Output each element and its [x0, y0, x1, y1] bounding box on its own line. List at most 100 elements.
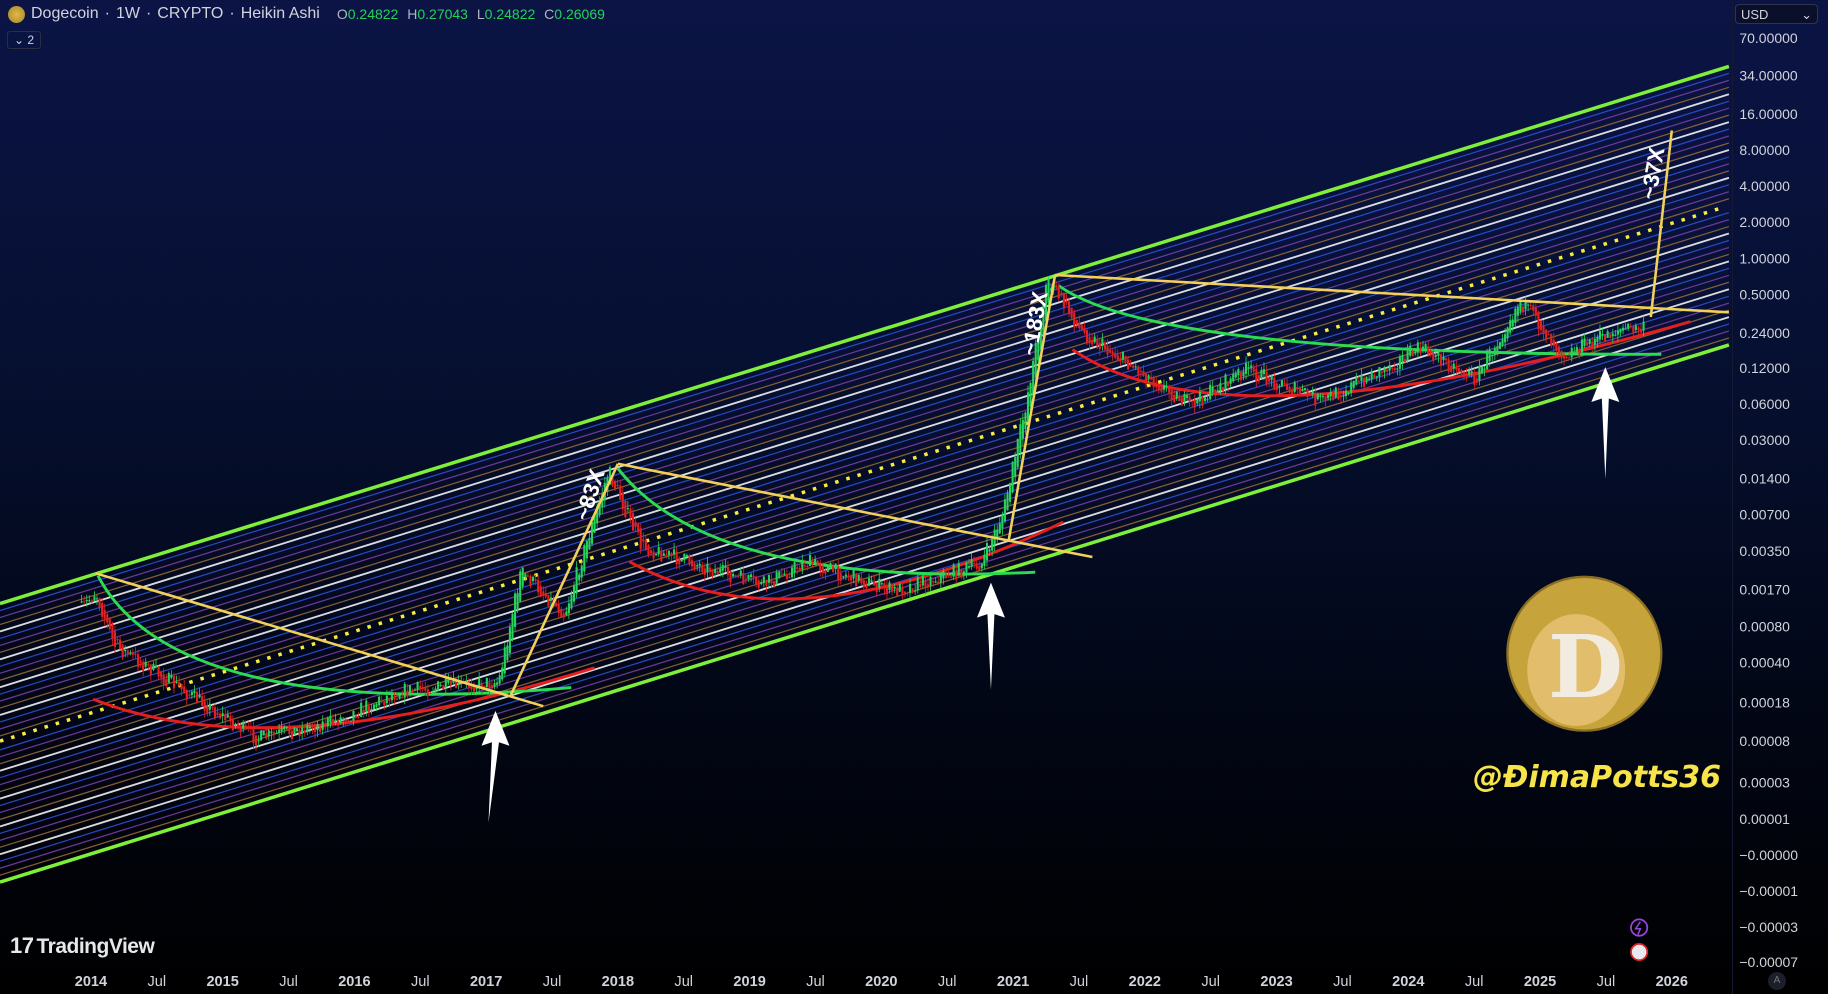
interval[interactable]: 1W: [115, 5, 140, 22]
candle-body: [1224, 374, 1227, 390]
candle-body: [175, 681, 178, 683]
candle-body: [101, 602, 104, 617]
candle-body: [1457, 367, 1460, 372]
candle-body: [162, 674, 165, 684]
channel-band-line: [0, 232, 1730, 772]
candle-body: [762, 576, 765, 584]
candle-body: [1244, 362, 1248, 374]
price-tick-label: −0.00000: [1739, 847, 1798, 863]
candle-body: [611, 475, 614, 486]
candle-body: [711, 569, 714, 576]
symbol-name[interactable]: Dogecoin: [31, 5, 99, 22]
candle-body: [896, 587, 899, 596]
time-axis[interactable]: 2014 Jul 2015 Jul 2016 Jul 2017 Jul 2018 Jul 2019 J…: [75, 974, 1688, 990]
candle-body: [942, 570, 945, 579]
candle-body: [231, 718, 234, 731]
candle-body: [544, 593, 547, 597]
candle-body: [1232, 374, 1235, 382]
candle-body: [749, 574, 753, 578]
candle-body: [1247, 367, 1250, 369]
price-tick-label: 0.06000: [1739, 396, 1790, 412]
candle-body: [916, 577, 919, 591]
candle-body: [472, 686, 476, 692]
candle-body: [583, 545, 586, 572]
candle-body: [642, 538, 645, 542]
candle-body: [326, 718, 329, 727]
candle-body: [867, 578, 871, 586]
candle-body: [1037, 338, 1040, 361]
price-axis[interactable]: 70.00000 34.00000 16.00000 8.00000 4.00000 2.…: [1739, 30, 1798, 970]
time-tick-label: 2021: [997, 974, 1029, 990]
candle-body: [860, 577, 863, 584]
price-tick-label: 0.00018: [1739, 694, 1790, 710]
candle-body: [816, 560, 819, 567]
candle-body: [1493, 348, 1496, 356]
candle-body: [673, 549, 676, 555]
candle-body: [106, 614, 109, 623]
candle-body: [1103, 342, 1107, 350]
candle-body: [849, 576, 853, 581]
candle-body: [478, 678, 481, 689]
candle-body: [352, 710, 355, 721]
candle-body: [283, 726, 286, 730]
price-tick-label: 16.00000: [1739, 106, 1798, 122]
candle-body: [1337, 392, 1340, 400]
candle-body: [1137, 366, 1140, 376]
candle-body: [1234, 373, 1237, 378]
candle-body: [547, 595, 550, 607]
candle-body: [1327, 394, 1330, 399]
candle-body: [1014, 456, 1017, 478]
candle-body: [1132, 365, 1135, 368]
candle-body: [208, 703, 211, 710]
arrow-up-icon: [1591, 367, 1620, 479]
candle-body: [1085, 330, 1089, 344]
candle-body: [170, 674, 173, 678]
price-tick-label: 0.00080: [1739, 619, 1790, 635]
candle-body: [765, 579, 768, 586]
candle-body: [242, 721, 245, 729]
candle-body: [1588, 339, 1591, 344]
candle-body: [1206, 399, 1209, 401]
candle-body: [1360, 374, 1363, 382]
candle-body: [690, 560, 694, 567]
candle-body: [506, 645, 509, 661]
candle-body: [929, 576, 932, 586]
candle-body: [706, 563, 709, 572]
candle-body: [1119, 357, 1122, 362]
currency-select[interactable]: USD ⌄: [1735, 4, 1818, 24]
candle-body: [1034, 342, 1037, 378]
candle-body: [142, 661, 145, 672]
candle-body: [1465, 373, 1468, 377]
candle-body: [206, 705, 209, 714]
candle-body: [1386, 369, 1389, 372]
candle-body: [716, 571, 719, 575]
open-value: 0.24822: [347, 6, 399, 22]
candle-body: [1578, 349, 1581, 355]
channel-band-line: [0, 198, 1730, 737]
candle-body: [1480, 367, 1484, 374]
candle-body: [160, 671, 163, 678]
candle-body: [1627, 323, 1630, 329]
candle-body: [788, 576, 791, 578]
candle-body: [224, 714, 227, 721]
candle-body: [1298, 388, 1301, 395]
candle-body: [1196, 399, 1199, 404]
indicators-toggle[interactable]: ⌄ 2: [7, 31, 42, 49]
auto-scale-button[interactable]: A: [1768, 972, 1786, 990]
candle-body: [1509, 320, 1512, 333]
candle-body: [1629, 326, 1632, 328]
candle-body: [1437, 352, 1440, 356]
candle-body: [470, 684, 473, 690]
candle-body: [465, 680, 468, 682]
candle-body: [319, 727, 322, 733]
candle-body: [1619, 328, 1622, 333]
channel-band-line: [0, 149, 1730, 689]
price-tick-label: 0.01400: [1739, 471, 1790, 487]
candle-body: [408, 685, 411, 694]
candle-body: [185, 689, 188, 700]
tradingview-logo[interactable]: 17 TradingView: [10, 933, 155, 958]
candle-body: [1496, 346, 1499, 352]
candle-body: [1332, 394, 1335, 401]
candle-body: [991, 539, 994, 551]
